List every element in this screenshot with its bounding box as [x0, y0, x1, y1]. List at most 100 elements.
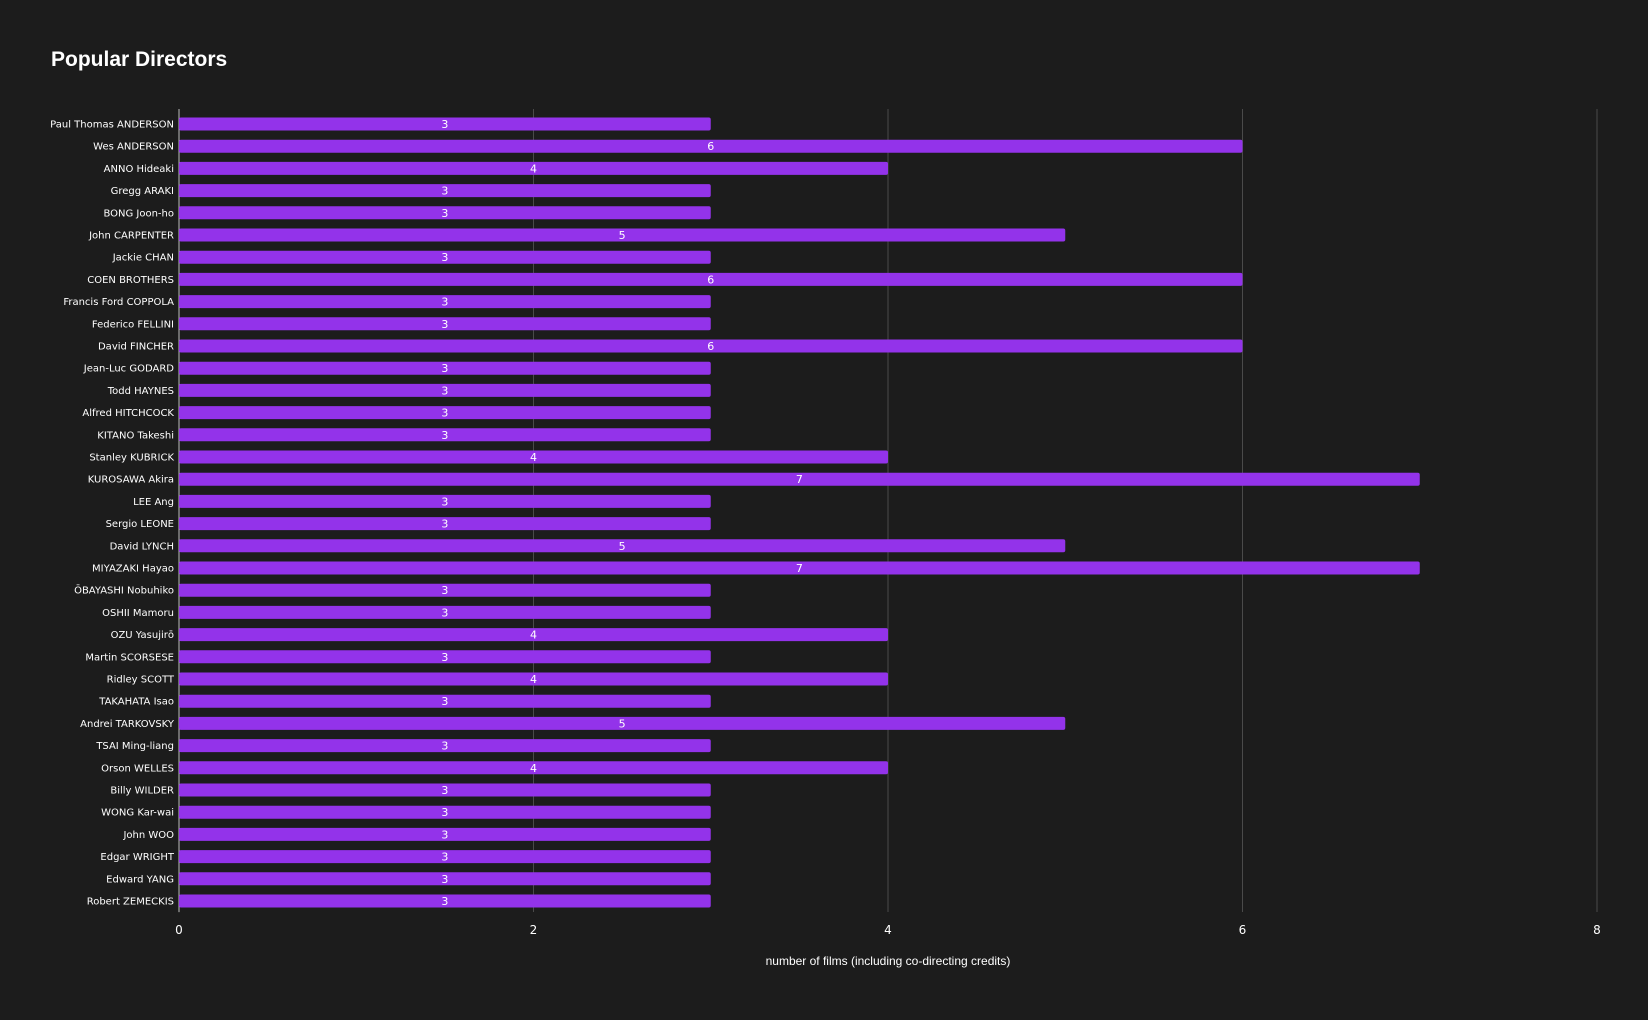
x-tick-label: 4 — [884, 923, 892, 937]
grid-lines — [178, 109, 1598, 913]
bar — [179, 561, 1420, 575]
bar — [179, 472, 1420, 486]
category-label: KUROSAWA Akira — [88, 475, 174, 486]
bar — [179, 739, 711, 753]
category-label: OZU Yasujirō — [111, 630, 174, 641]
data-label: 3 — [441, 873, 448, 886]
category-label: Todd HAYNES — [107, 386, 174, 397]
bar — [179, 761, 888, 775]
category-label: Edward YANG — [106, 874, 174, 885]
category-label: Gregg ARAKI — [111, 186, 174, 197]
bar — [179, 783, 711, 797]
category-label: Alfred HITCHCOCK — [82, 408, 174, 419]
bar — [179, 517, 711, 531]
x-axis-ticks: 0 2 4 6 8 — [175, 923, 1601, 937]
category-label: Billy WILDER — [110, 786, 174, 797]
category-label: Federico FELLINI — [92, 319, 174, 330]
data-label: 3 — [441, 895, 448, 908]
x-axis-title: number of films (including co-directing … — [766, 954, 1011, 968]
data-label: 6 — [707, 273, 714, 286]
category-label: Edgar WRIGHT — [100, 852, 174, 863]
bar — [179, 894, 711, 908]
category-label: Sergio LEONE — [106, 519, 174, 530]
data-label: 4 — [530, 762, 537, 775]
data-label: 3 — [441, 207, 448, 220]
data-label: 3 — [441, 384, 448, 397]
category-label: Andrei TARKOVSKY — [80, 719, 175, 730]
bar — [179, 827, 711, 841]
data-label: 3 — [441, 407, 448, 420]
category-labels: Paul Thomas ANDERSON Wes ANDERSON ANNO Hid… — [50, 120, 175, 908]
category-label: Stanley KUBRICK — [89, 453, 174, 464]
data-label: 3 — [441, 318, 448, 331]
bars — [179, 117, 1420, 908]
category-label: Paul Thomas ANDERSON — [50, 120, 174, 131]
bar — [179, 339, 1243, 353]
category-label: BONG Joon-ho — [103, 208, 174, 219]
data-label: 3 — [441, 429, 448, 442]
data-label: 4 — [530, 451, 537, 464]
category-label: TSAI Ming-liang — [95, 741, 174, 752]
bar — [179, 139, 1243, 153]
bar — [179, 716, 1066, 730]
category-label: TAKAHATA Isao — [98, 697, 174, 708]
bar — [179, 628, 888, 642]
bar — [179, 672, 888, 686]
data-label: 3 — [441, 606, 448, 619]
bar — [179, 450, 888, 464]
category-label: John WOO — [122, 830, 174, 841]
bar — [179, 805, 711, 819]
data-label: 3 — [441, 584, 448, 597]
category-label: COEN BROTHERS — [87, 275, 174, 286]
category-label: ŌBAYASHI Nobuhiko — [74, 584, 174, 597]
category-label: John CARPENTER — [88, 231, 174, 242]
category-label: Francis Ford COPPOLA — [63, 297, 174, 308]
x-tick-label: 6 — [1239, 923, 1247, 937]
category-label: KITANO Takeshi — [97, 430, 174, 441]
category-label: Wes ANDERSON — [93, 142, 174, 153]
data-label: 3 — [441, 185, 448, 198]
data-labels: 3 6 4 3 3 5 3 6 3 3 6 3 3 3 3 4 7 3 3 5 7 3 3 4 3 4 3 5 3 4 3 3 3 3 3 3 — [441, 118, 803, 908]
bar — [179, 317, 711, 331]
bar — [179, 272, 1243, 286]
data-label: 6 — [707, 340, 714, 353]
x-tick-label: 8 — [1593, 923, 1601, 937]
bar — [179, 184, 711, 198]
bar — [179, 539, 1066, 553]
data-label: 3 — [441, 740, 448, 753]
data-label: 3 — [441, 296, 448, 309]
category-label: David FINCHER — [98, 342, 174, 353]
x-tick-label: 0 — [175, 923, 183, 937]
data-label: 5 — [619, 229, 626, 242]
data-label: 5 — [619, 540, 626, 553]
bar — [179, 850, 711, 864]
bar — [179, 583, 711, 597]
data-label: 3 — [441, 518, 448, 531]
category-label: Jean-Luc GODARD — [83, 364, 175, 375]
data-label: 7 — [796, 473, 803, 486]
data-label: 5 — [619, 717, 626, 730]
data-label: 3 — [441, 828, 448, 841]
data-label: 3 — [441, 495, 448, 508]
bar — [179, 361, 711, 375]
bar — [179, 872, 711, 886]
bar — [179, 295, 711, 309]
category-label: WONG Kar-wai — [101, 808, 174, 819]
chart-title: Popular Directors — [51, 48, 228, 71]
bar — [179, 250, 711, 264]
bar — [179, 650, 711, 664]
bar — [179, 605, 711, 619]
category-label: Robert ZEMECKIS — [87, 897, 174, 908]
data-label: 3 — [441, 784, 448, 797]
data-label: 4 — [530, 673, 537, 686]
category-label: Ridley SCOTT — [107, 675, 175, 686]
bar — [179, 694, 711, 708]
bar — [179, 161, 888, 175]
category-label: Martin SCORSESE — [85, 652, 174, 663]
data-label: 3 — [441, 806, 448, 819]
data-label: 7 — [796, 562, 803, 575]
x-tick-label: 2 — [530, 923, 538, 937]
category-label: ANNO Hideaki — [104, 164, 174, 175]
bar — [179, 117, 711, 131]
